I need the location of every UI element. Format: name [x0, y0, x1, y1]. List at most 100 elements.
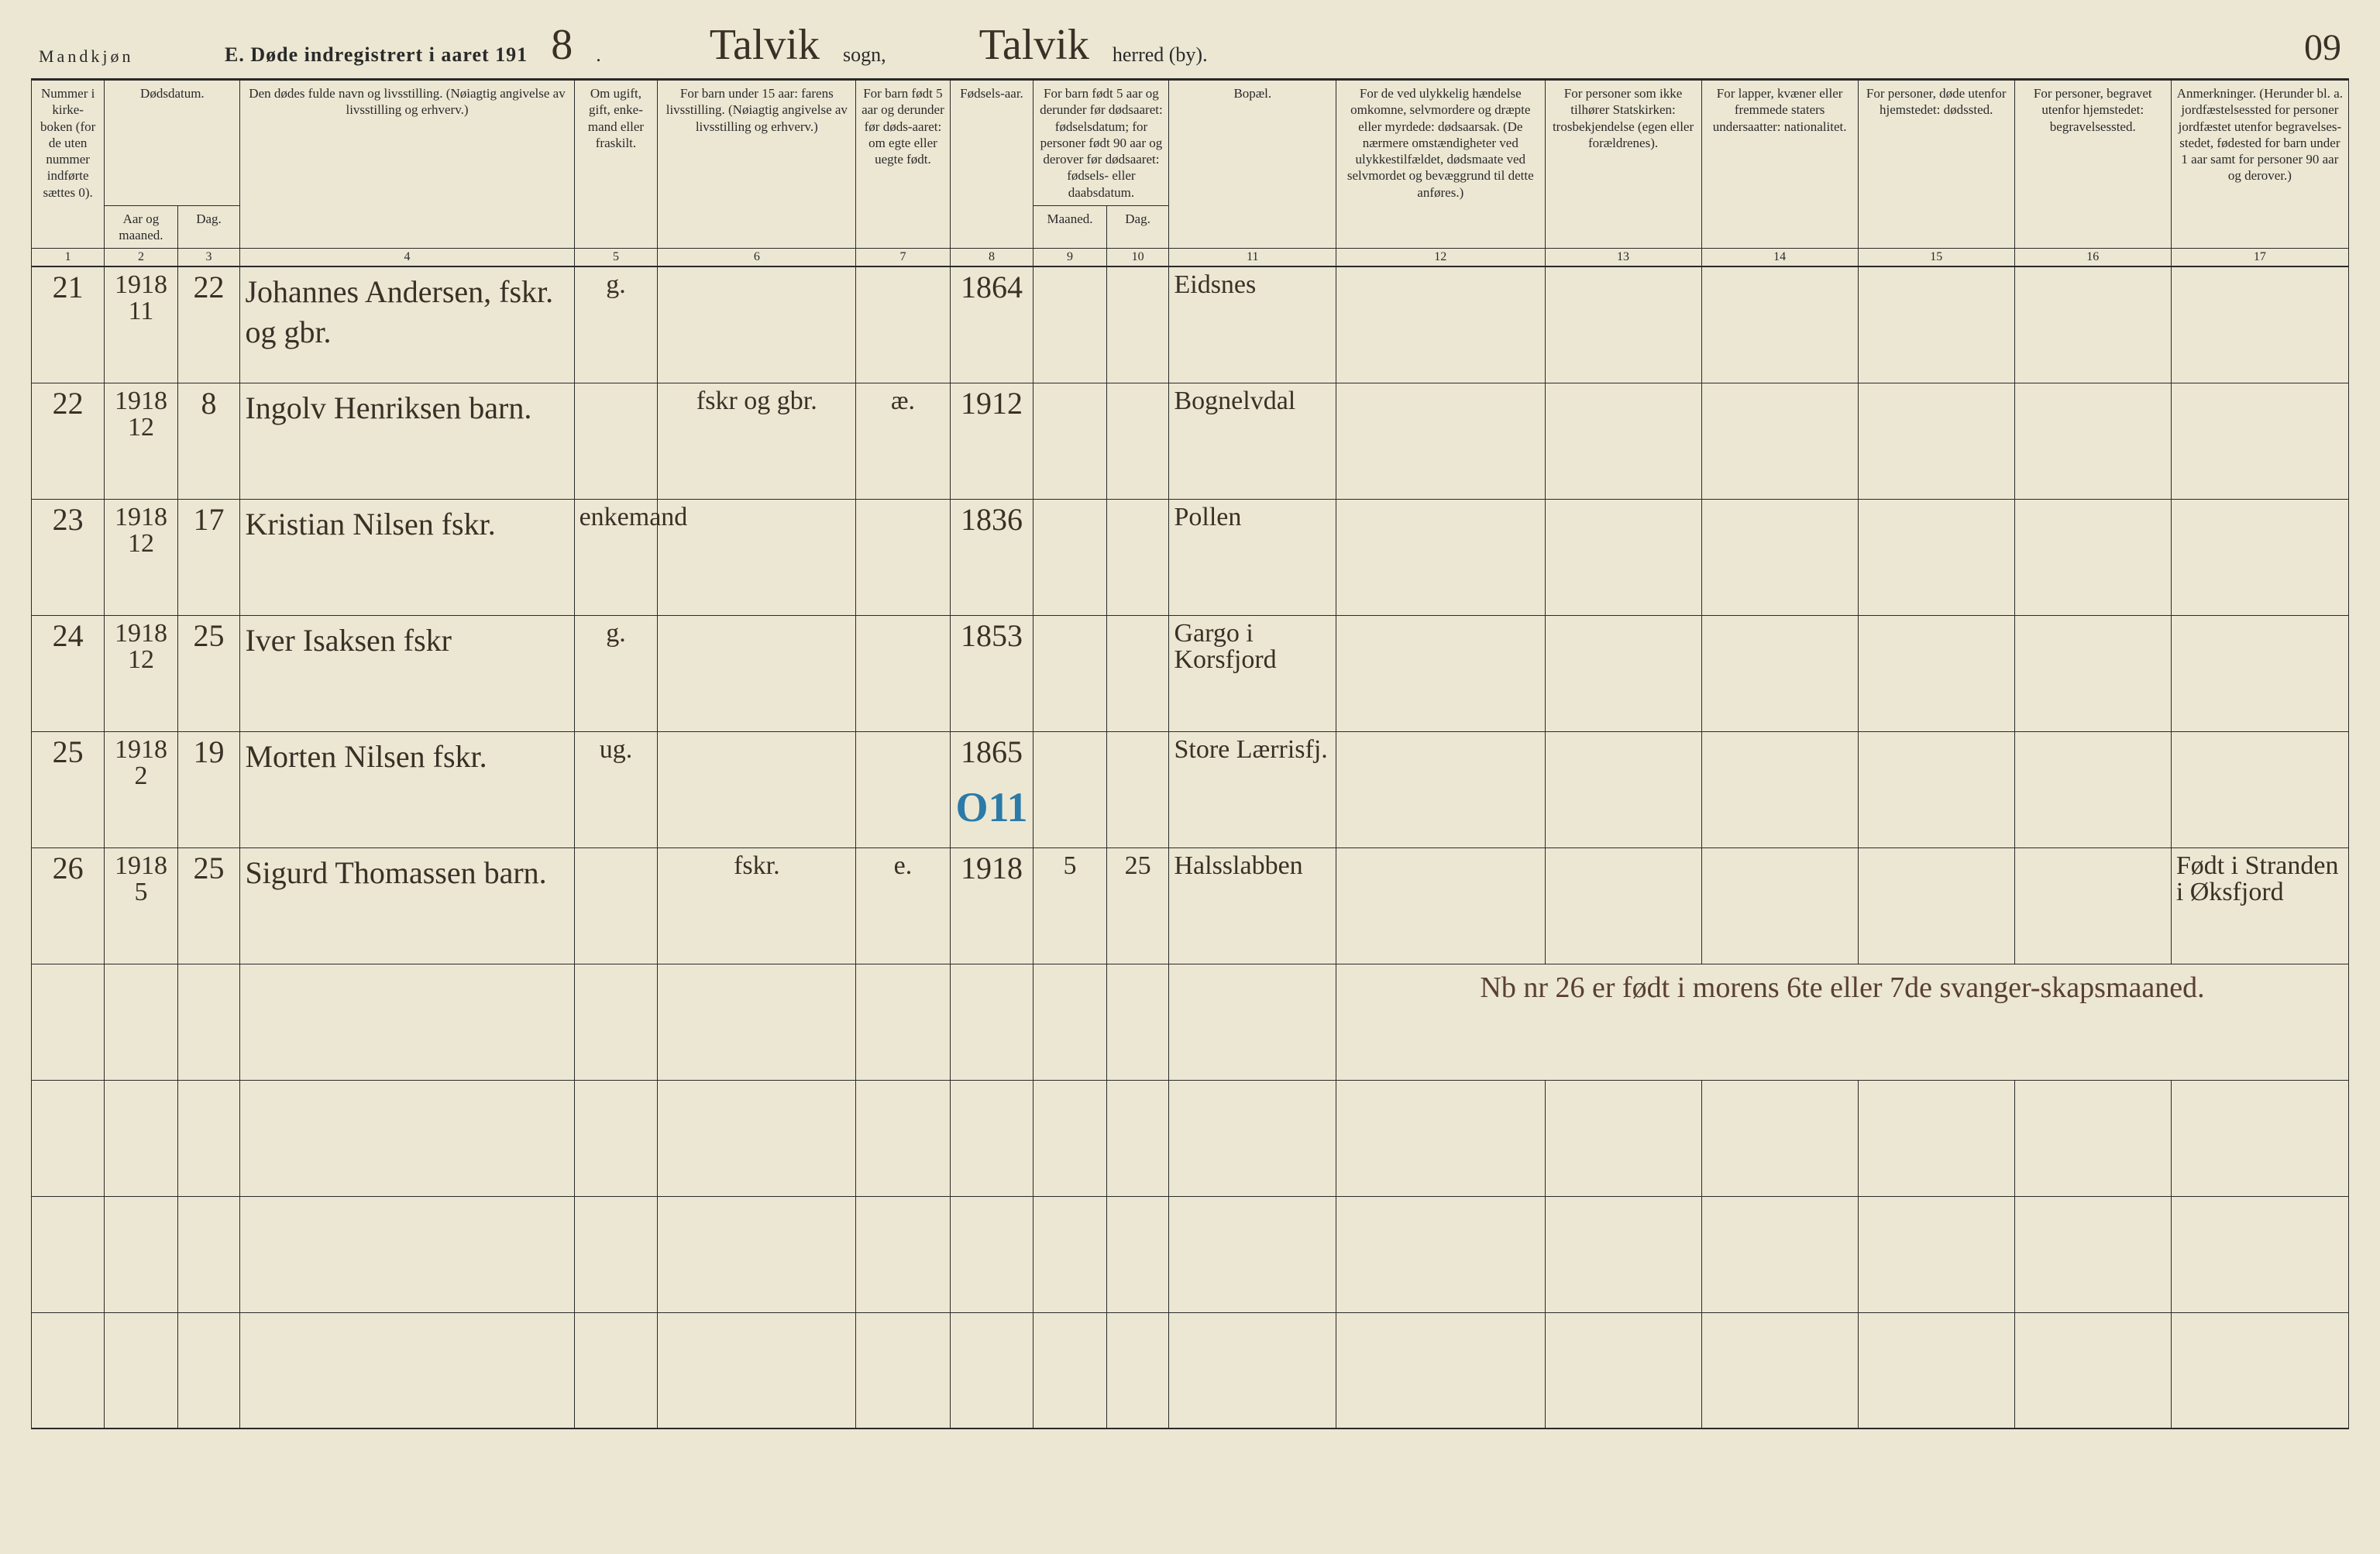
annotation-text: Nb nr 26 er født i morens 6te eller 7de … [1341, 969, 2344, 1007]
faith-cell [1545, 499, 1701, 615]
col-header-17: Anmerkninger. (Herunder bl. a. jordfæste… [2171, 80, 2348, 249]
herred-hand: Talvik [979, 23, 1089, 67]
remarks: Født i Stranden i Øksfjord [2176, 851, 2339, 906]
father-occupation: fskr. [734, 851, 780, 880]
col-header-15: For personer, døde utenfor hjemstedet: d… [1858, 80, 2014, 249]
colnum: 9 [1034, 249, 1106, 267]
residence: Store Lærrisfj. [1174, 735, 1327, 764]
death-year-month: 191811 [115, 270, 167, 325]
death-day: 22 [194, 270, 225, 304]
residence: Bognelvdal [1174, 387, 1295, 415]
sogn-label: sogn, [843, 43, 886, 67]
col-header-7: For barn født 5 aar og derunder før døds… [856, 80, 950, 249]
colnum: 15 [1858, 249, 2014, 267]
faith-cell [1545, 847, 1701, 964]
period: . [596, 43, 601, 67]
birth-day: 25 [1125, 851, 1151, 880]
colnum: 1 [32, 249, 105, 267]
column-number-row: 1 2 3 4 5 6 7 8 9 10 11 12 13 14 15 16 1… [32, 249, 2349, 267]
birth-year: 1864 [961, 270, 1023, 304]
burial-place-cell [2014, 383, 2171, 499]
colnum: 7 [856, 249, 950, 267]
residence: Eidsnes [1174, 270, 1256, 299]
col-header-5: Om ugift, gift, enke-mand eller fraskilt… [574, 80, 658, 249]
birth-year: 1918 [961, 851, 1023, 885]
table-body: 21 191811 22 Johannes Andersen, fskr. og… [32, 266, 2349, 1429]
cause-cell [1336, 847, 1545, 964]
entry-number: 22 [53, 386, 84, 421]
deceased-name: Johannes Andersen, fskr. og gbr. [245, 274, 553, 349]
empty-row [32, 1080, 2349, 1196]
empty-row [32, 1196, 2349, 1312]
birth-year: 1912 [961, 386, 1023, 421]
sogn-hand: Talvik [710, 23, 820, 67]
colnum: 14 [1701, 249, 1858, 267]
burial-place-cell [2014, 499, 2171, 615]
deceased-name: Kristian Nilsen fskr. [245, 507, 495, 541]
residence: Halsslabben [1174, 851, 1302, 880]
col-header-16: For personer, begravet utenfor hjemstede… [2014, 80, 2171, 249]
col-header-9: Maaned. [1034, 205, 1106, 249]
residence: Pollen [1174, 503, 1241, 531]
year-suffix-hand: 8 [551, 23, 573, 67]
nationality-cell [1701, 383, 1858, 499]
col-header-2a: Aar og maaned. [105, 205, 177, 249]
table-row: 21 191811 22 Johannes Andersen, fskr. og… [32, 266, 2349, 383]
colnum: 3 [177, 249, 240, 267]
deceased-name: Sigurd Thomassen barn. [245, 855, 546, 890]
colnum: 11 [1169, 249, 1336, 267]
death-place-cell [1858, 266, 2014, 383]
faith-cell [1545, 731, 1701, 847]
cause-cell [1336, 615, 1545, 731]
death-place-cell [1858, 383, 2014, 499]
gender-label: Mandkjøn [39, 46, 194, 67]
burial-place-cell [2014, 731, 2171, 847]
deceased-name: Iver Isaksen fskr [245, 623, 452, 658]
cause-cell [1336, 499, 1545, 615]
colnum: 17 [2171, 249, 2348, 267]
table-row: 24 191812 25 Iver Isaksen fskr g. 1853 G… [32, 615, 2349, 731]
nationality-cell [1701, 847, 1858, 964]
entry-number: 24 [53, 618, 84, 653]
birth-year: 1853 [961, 618, 1023, 653]
nationality-cell [1701, 615, 1858, 731]
col-header-13: For personer som ikke tilhører Statskirk… [1545, 80, 1701, 249]
death-day: 25 [194, 618, 225, 653]
death-place-cell [1858, 847, 2014, 964]
birth-year: 1836 [961, 502, 1023, 537]
colnum: 5 [574, 249, 658, 267]
entry-number: 21 [53, 270, 84, 304]
table-head: Nummer i kirke-boken (for de uten nummer… [32, 80, 2349, 267]
col-header-10: Dag. [1106, 205, 1169, 249]
cause-cell [1336, 731, 1545, 847]
table-row: 22 191812 8 Ingolv Henriksen barn. fskr … [32, 383, 2349, 499]
col-header-8: Fødsels-aar. [950, 80, 1034, 249]
faith-cell [1545, 383, 1701, 499]
col-header-9-10: For barn født 5 aar og derunder før døds… [1034, 80, 1169, 206]
civil-status: enkemand [580, 503, 688, 531]
herred-label: herred (by). [1113, 43, 1208, 67]
empty-row [32, 1312, 2349, 1429]
death-day: 19 [194, 734, 225, 769]
death-year-month: 19185 [115, 851, 167, 906]
death-day: 17 [194, 502, 225, 537]
death-year-month: 191812 [115, 503, 167, 558]
civil-status: ug. [600, 735, 633, 764]
death-year-month: 191812 [115, 387, 167, 442]
colnum: 16 [2014, 249, 2171, 267]
table-row: 26 19185 25 Sigurd Thomassen barn. fskr.… [32, 847, 2349, 964]
col-header-6: For barn under 15 aar: farens livsstilli… [658, 80, 856, 249]
colnum: 6 [658, 249, 856, 267]
burial-place-cell [2014, 847, 2171, 964]
death-place-cell [1858, 499, 2014, 615]
birth-month: 5 [1063, 851, 1076, 880]
col-header-14: For lapper, kvæner eller fremmede stater… [1701, 80, 1858, 249]
nationality-cell [1701, 266, 1858, 383]
colnum: 2 [105, 249, 177, 267]
col-header-2: Dødsdatum. [105, 80, 240, 206]
col-header-1: Nummer i kirke-boken (for de uten nummer… [32, 80, 105, 249]
colnum: 10 [1106, 249, 1169, 267]
death-year-month: 19182 [115, 735, 167, 790]
colnum: 8 [950, 249, 1034, 267]
birth-year: 1865 [961, 734, 1023, 769]
